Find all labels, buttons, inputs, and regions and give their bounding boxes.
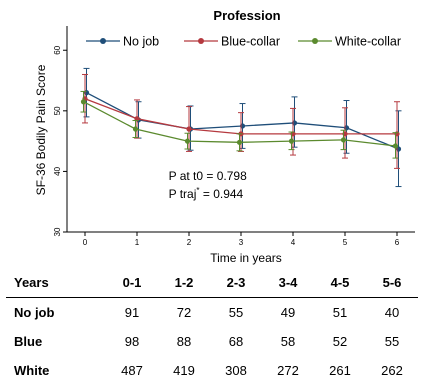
table-cell: 58 xyxy=(280,334,296,349)
table-cell: 419 xyxy=(173,363,195,378)
data-point xyxy=(392,143,399,149)
data-point xyxy=(184,138,191,144)
table-row-label: Blue xyxy=(14,334,43,349)
data-point xyxy=(132,126,139,132)
table-header-cell: 0-1 xyxy=(122,275,142,290)
table-header-cell: 3-4 xyxy=(278,275,298,290)
table-cell: 98 xyxy=(124,334,140,349)
y-tick-label: 60 xyxy=(53,45,62,54)
table-cell: 88 xyxy=(176,334,192,349)
table-row: No job 91 72 55 49 51 40 xyxy=(6,298,418,328)
table-cell: 261 xyxy=(329,363,351,378)
x-tick-label: 4 xyxy=(291,238,296,247)
table-cell: 262 xyxy=(381,363,403,378)
legend-item: Blue-collar xyxy=(184,35,280,49)
data-point xyxy=(236,139,243,145)
table-cell: 55 xyxy=(384,334,400,349)
y-tick-label: 30 xyxy=(53,227,62,236)
chart-marks: 30 40 50 60 0 1 2 3 4 5 6 No job Blue-collar White-co… xyxy=(53,26,415,247)
x-tick-label: 3 xyxy=(239,238,244,247)
table-header-cell: 1-2 xyxy=(174,275,194,290)
data-point xyxy=(134,116,140,122)
y-tick-label: 50 xyxy=(53,106,62,115)
table-header-cell: 2-3 xyxy=(226,275,246,290)
table-cell: 52 xyxy=(332,334,348,349)
chart-title: Profession xyxy=(213,8,280,23)
table-row: White 487 419 308 272 261 262 xyxy=(6,356,418,385)
table-cell: 68 xyxy=(228,334,244,349)
table-cell: 40 xyxy=(384,305,400,320)
annotation-text: P at t0 = 0.798 xyxy=(169,169,248,183)
x-axis-label: Time in years xyxy=(210,251,282,265)
table-cell: 51 xyxy=(332,305,348,320)
table-header-row: Years 0-1 1-2 2-3 3-4 4-5 5-6 xyxy=(6,268,418,298)
table-cell: 487 xyxy=(121,363,143,378)
data-point xyxy=(340,137,347,143)
legend-swatch-marker xyxy=(312,38,318,44)
table-cell: 91 xyxy=(124,305,140,320)
numbers-at-risk-table: Years 0-1 1-2 2-3 3-4 4-5 5-6 No job 91 … xyxy=(6,268,418,385)
table-row: Blue 98 88 68 58 52 55 xyxy=(6,327,418,356)
x-tick-label: 2 xyxy=(187,238,192,247)
series-blue-collar xyxy=(82,73,400,169)
y-axis-label: SF-36 Bodily Pain Score xyxy=(34,64,48,195)
table-cell: 72 xyxy=(176,305,192,320)
data-point xyxy=(80,99,87,105)
legend-label: White-collar xyxy=(335,35,401,49)
legend-label: Blue-collar xyxy=(221,35,280,49)
table-cell: 49 xyxy=(280,305,296,320)
table-cell: 308 xyxy=(225,363,247,378)
legend-swatch-marker xyxy=(100,38,106,44)
chart: Profession SF-36 Bodily Pain Score Time … xyxy=(34,8,415,265)
data-point xyxy=(288,138,295,144)
y-tick-label: 40 xyxy=(53,166,62,175)
legend-swatch-marker xyxy=(198,38,204,44)
table-cell: 272 xyxy=(277,363,299,378)
table-header-cell: 5-6 xyxy=(382,275,402,290)
legend-label: No job xyxy=(123,35,159,49)
legend-item: White-collar xyxy=(298,35,401,49)
x-tick-label: 6 xyxy=(395,238,400,247)
table-row-label: No job xyxy=(14,305,55,320)
table-header-cell: Years xyxy=(14,275,49,290)
table-cell: 55 xyxy=(228,305,244,320)
legend-item: No job xyxy=(86,35,159,49)
x-tick-label: 1 xyxy=(135,238,140,247)
table-row-label: White xyxy=(14,363,50,378)
annotation-text: P traj* = 0.944 xyxy=(169,186,244,201)
series-white-collar xyxy=(80,90,399,159)
table-header-cell: 4-5 xyxy=(330,275,350,290)
x-tick-label: 5 xyxy=(343,238,348,247)
x-tick-label: 0 xyxy=(83,238,88,247)
data-point xyxy=(186,126,192,132)
